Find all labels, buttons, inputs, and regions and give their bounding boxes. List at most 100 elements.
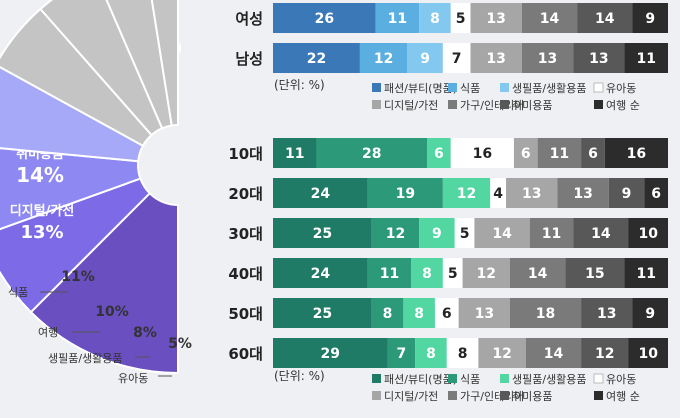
bar-value-label: 10 — [639, 226, 659, 242]
bar-value-label: 11 — [542, 226, 561, 242]
bar-value-label: 7 — [452, 51, 462, 67]
bar-segment — [506, 178, 558, 208]
donut-slice-label: 생필품/생활용품 — [48, 351, 123, 365]
unit-note: (단위: %) — [274, 369, 325, 383]
category-label: 30대 — [228, 225, 263, 243]
legend-swatch — [500, 83, 509, 92]
bar-segment — [624, 258, 668, 288]
bar-segment — [470, 43, 522, 73]
bar-value-label: 6 — [651, 186, 661, 202]
bar-segment — [367, 178, 443, 208]
donut-slice-label: 식품 — [8, 286, 28, 299]
bar-segment — [450, 138, 514, 168]
legend-label: 유아동 — [606, 373, 636, 386]
bar-value-label: 25 — [313, 306, 332, 322]
bar-value-label: 14 — [492, 226, 512, 242]
bar-value-label: 7 — [397, 346, 407, 362]
bar-value-label: 16 — [473, 146, 492, 162]
legend-label: 취미용품 — [512, 99, 552, 112]
bar-value-label: 13 — [589, 51, 608, 67]
bar-segment — [510, 298, 582, 328]
bar-value-label: 24 — [311, 186, 331, 202]
bar-value-label: 12 — [374, 51, 393, 67]
bar-value-label: 5 — [448, 266, 458, 282]
bar-segment — [387, 338, 416, 368]
bar-value-label: 4 — [493, 186, 503, 202]
bar-segment — [581, 298, 633, 328]
legend-label: 여행 순 — [606, 99, 640, 112]
bar-segment — [577, 3, 633, 33]
bar-segment — [273, 258, 368, 288]
bar-segment — [419, 218, 455, 248]
bar-value-label: 14 — [595, 11, 615, 27]
bar-segment — [632, 298, 668, 328]
bar-value-label: 14 — [540, 11, 560, 27]
bar-value-label: 9 — [645, 11, 655, 27]
donut-slice — [39, 0, 164, 137]
bar-value-label: 8 — [426, 346, 436, 362]
legend-swatch — [594, 100, 603, 109]
bar-segment — [525, 338, 582, 368]
legend-label: 식품 — [460, 82, 480, 95]
bar-segment — [427, 138, 451, 168]
bar-value-label: 11 — [388, 11, 407, 27]
bar-value-label: 11 — [285, 146, 304, 162]
donut-slice — [0, 177, 152, 314]
bar-value-label: 18 — [536, 306, 555, 322]
bar-segment — [644, 178, 668, 208]
bar-segment — [273, 3, 376, 33]
legend-label: 패션/뷰티(명품) — [384, 373, 457, 386]
unit-note: (단위: %) — [274, 78, 325, 92]
bar-value-label: 8 — [383, 306, 393, 322]
bar-segment — [537, 138, 582, 168]
donut-slice — [29, 191, 179, 375]
legend-label: 패션/뷰티(명품) — [384, 82, 457, 95]
bar-segment — [419, 3, 451, 33]
bar-value-label: 8 — [430, 11, 440, 27]
legend-swatch — [593, 373, 604, 384]
bar-segment — [273, 178, 368, 208]
legend-label: 디지털/가전 — [384, 99, 438, 112]
donut-slice — [150, 0, 179, 127]
bar-segment — [510, 258, 566, 288]
legend-swatch — [500, 374, 509, 383]
bar-value-label: 6 — [588, 146, 598, 162]
bar-segment — [608, 178, 645, 208]
gender-bar-chart: 여성 26 11 8 5 13 14 14 9 남성 22 12 9 7 13 13 13 11 — [235, 3, 668, 73]
bar-value-label: 28 — [362, 146, 381, 162]
legend-label: 취미용품 — [512, 390, 552, 403]
bar-value-label: 24 — [311, 266, 331, 282]
donut-value-label: 13% — [20, 222, 63, 243]
bar-segment — [359, 43, 408, 73]
bar-segment — [454, 218, 475, 248]
bar-segment — [474, 218, 530, 248]
bar-value-label: 13 — [522, 186, 541, 202]
bar-value-label: 16 — [627, 146, 646, 162]
bar-segment — [624, 43, 668, 73]
bar-segment — [367, 258, 412, 288]
bar-value-label: 26 — [315, 11, 334, 27]
category-label: 40대 — [228, 265, 263, 283]
bar-segment — [442, 258, 463, 288]
bar-value-label: 8 — [422, 266, 432, 282]
bar-value-label: 12 — [386, 226, 405, 242]
donut-slice-label: 디지털/가전 — [10, 203, 75, 219]
donut-value-label: 11% — [61, 269, 95, 285]
bar-value-label: 19 — [396, 186, 415, 202]
bar-segment — [529, 218, 574, 248]
bar-value-label: 13 — [486, 11, 505, 27]
bar-value-label: 15 — [585, 266, 604, 282]
legend-swatch — [372, 100, 381, 109]
legend-swatch — [448, 83, 457, 92]
legend-label: 유아동 — [606, 82, 636, 95]
bar-segment — [632, 3, 668, 33]
bar-segment — [450, 3, 471, 33]
bar-segment — [273, 338, 388, 368]
bar-value-label: 11 — [637, 266, 656, 282]
bar-value-label: 22 — [307, 51, 326, 67]
legend-swatch — [448, 374, 457, 383]
category-label: 남성 — [235, 50, 263, 68]
bar-segment — [316, 138, 428, 168]
